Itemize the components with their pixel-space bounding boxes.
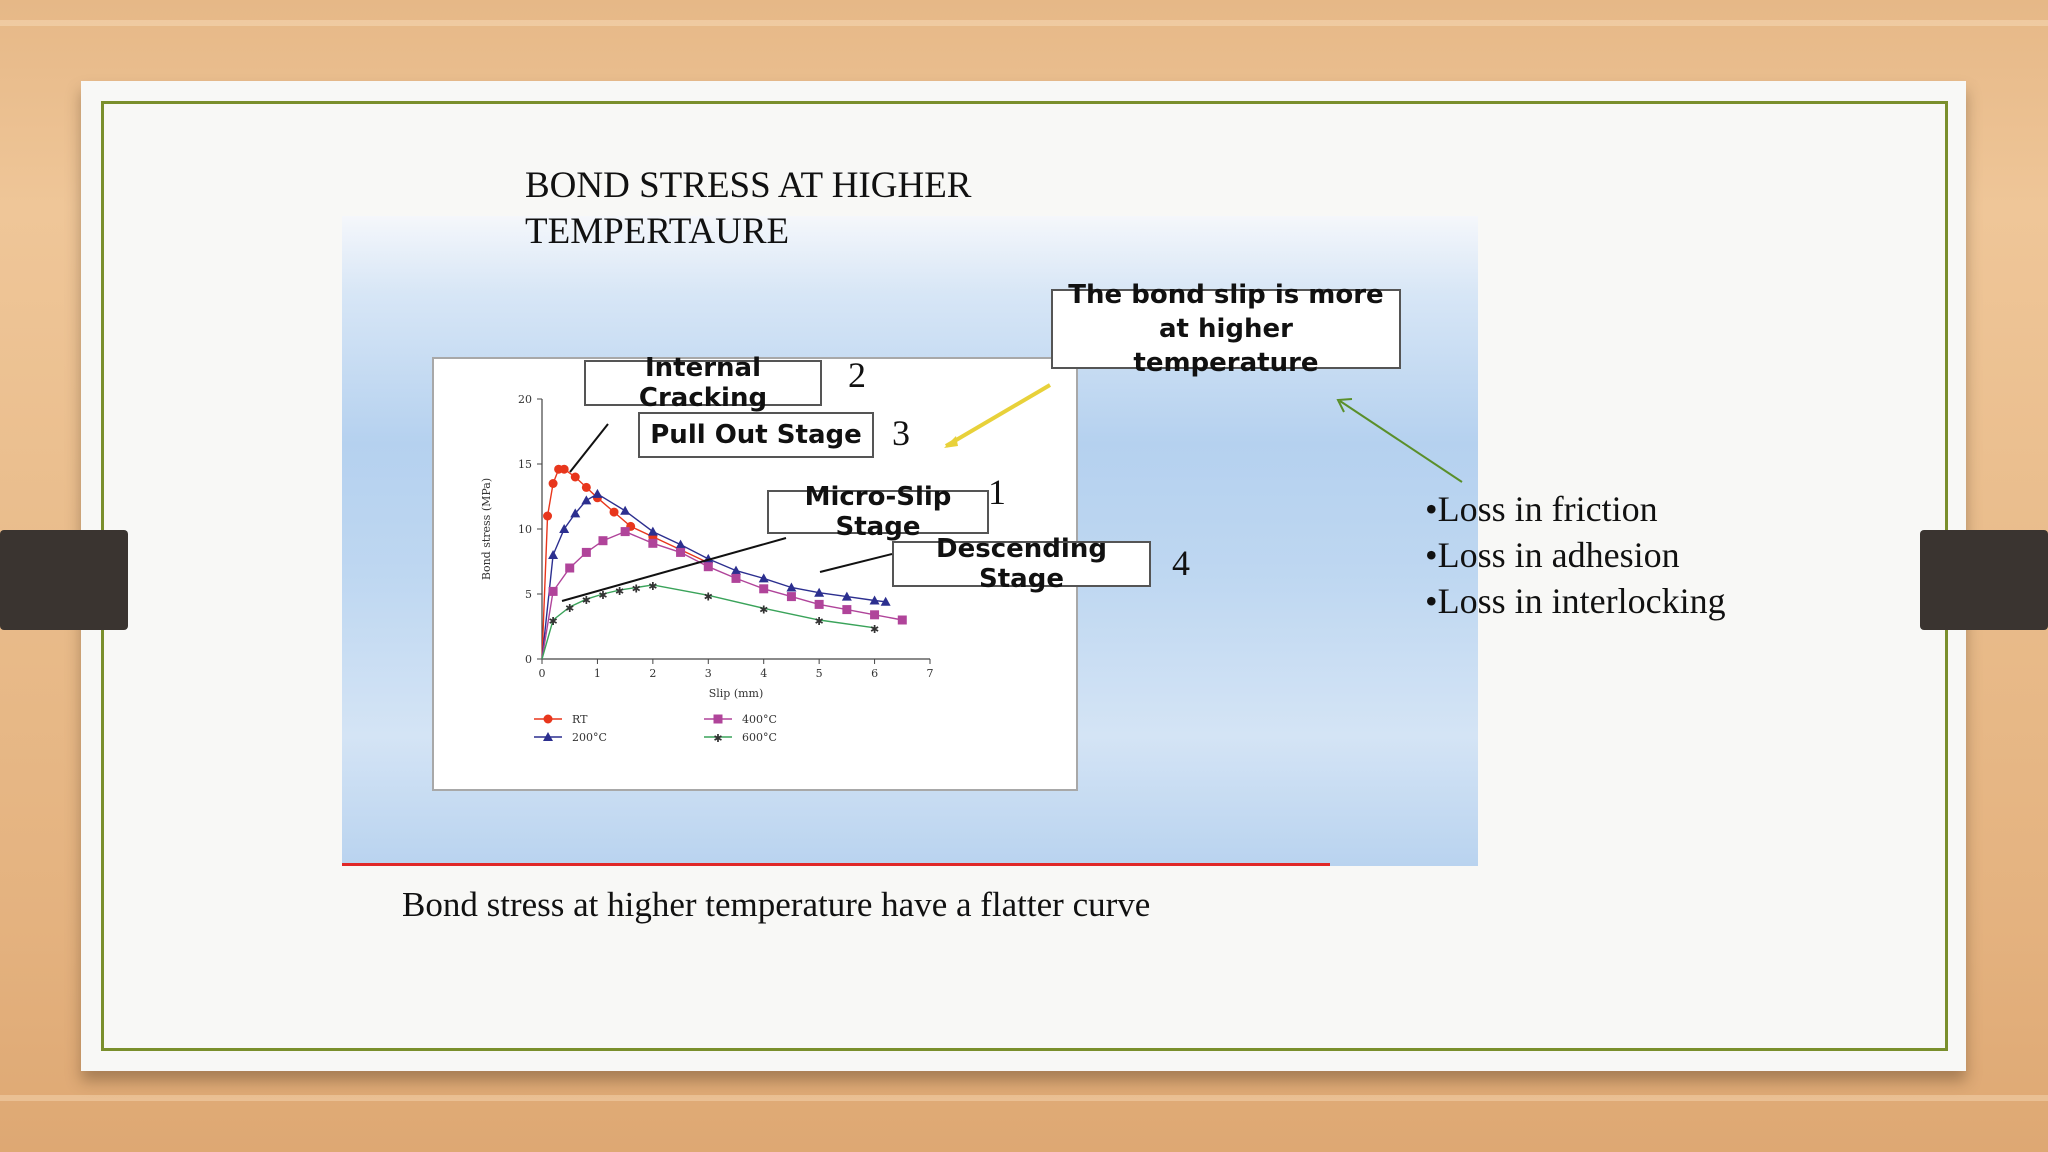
data-point-200-c xyxy=(880,596,891,606)
data-point-600-c: ✱ xyxy=(632,583,641,596)
data-point-200-c xyxy=(869,595,880,605)
data-point-600-c: ✱ xyxy=(870,623,879,636)
y-axis-label: Bond stress (MPa) xyxy=(480,478,493,580)
data-point-400-c xyxy=(581,547,591,557)
data-point-400-c xyxy=(759,584,769,594)
callout-pull-out-text: Pull Out Stage xyxy=(650,420,862,450)
data-point-600-c: ✱ xyxy=(598,589,607,602)
data-point-rt xyxy=(548,479,558,488)
x-tick-label: 4 xyxy=(760,667,767,680)
data-point-600-c: ✱ xyxy=(759,603,768,616)
data-point-400-c xyxy=(548,586,558,596)
data-point-400-c xyxy=(565,563,575,573)
callout-bond-slip-note: The bond slip is more at higher temperat… xyxy=(1051,280,1401,378)
legend-marker-200-c xyxy=(543,732,553,741)
data-point-400-c xyxy=(870,610,880,620)
data-point-600-c: ✱ xyxy=(582,594,591,607)
bullet-item: •Loss in friction xyxy=(1425,489,1658,529)
data-point-200-c xyxy=(581,495,592,505)
data-point-600-c: ✱ xyxy=(565,602,574,615)
data-point-400-c xyxy=(620,527,630,537)
callout-pull-out-stage: Pull Out Stage xyxy=(638,412,874,458)
data-point-400-c xyxy=(897,615,907,625)
data-point-200-c xyxy=(647,526,658,536)
slide-caption: Bond stress at higher temperature have a… xyxy=(402,885,1151,924)
data-point-rt xyxy=(609,507,619,517)
x-tick-label: 5 xyxy=(816,667,823,680)
data-point-200-c xyxy=(620,505,631,515)
binder-clip-left xyxy=(0,530,128,630)
data-point-400-c xyxy=(676,547,686,557)
data-point-200-c xyxy=(559,524,570,533)
x-tick-label: 7 xyxy=(927,667,934,680)
callout-bond-slip-note-text: The bond slip is more at higher temperat… xyxy=(1068,280,1384,378)
data-point-400-c xyxy=(814,599,824,609)
bullet-list: •Loss in friction •Loss in adhesion •Los… xyxy=(1425,486,1726,624)
callout-descending-stage: Descending Stage xyxy=(892,534,1151,594)
callout-descending-text: Descending Stage xyxy=(936,534,1107,594)
callout-internal-cracking-text: Internal Cracking xyxy=(638,353,768,413)
data-point-600-c: ✱ xyxy=(815,615,824,628)
stage-number-2: 2 xyxy=(848,355,866,395)
data-point-200-c xyxy=(592,488,603,498)
x-axis-label: Slip (mm) xyxy=(709,687,764,700)
x-tick-label: 1 xyxy=(594,667,601,680)
bullet-item: •Loss in interlocking xyxy=(1425,581,1726,621)
y-tick-label: 0 xyxy=(525,653,532,666)
slide-title: BOND STRESS AT HIGHER TEMPERTAURE xyxy=(525,165,972,252)
data-point-400-c xyxy=(703,562,713,572)
legend-label-600-c: 600°C xyxy=(742,731,777,744)
data-point-600-c: ✱ xyxy=(704,590,713,603)
data-point-200-c xyxy=(703,553,714,563)
data-point-600-c: ✱ xyxy=(548,615,557,628)
data-point-200-c xyxy=(814,587,825,597)
y-tick-label: 5 xyxy=(525,588,532,601)
data-point-rt xyxy=(570,472,580,482)
callout-micro-slip-text: Micro-Slip Stage xyxy=(804,482,952,542)
legend-marker-600-c: ✱ xyxy=(713,732,722,745)
x-tick-label: 3 xyxy=(705,667,712,680)
callout-internal-cracking: Internal Cracking xyxy=(584,353,822,413)
data-point-600-c: ✱ xyxy=(648,580,657,593)
x-tick-label: 6 xyxy=(871,667,878,680)
legend-label-400-c: 400°C xyxy=(742,713,777,726)
stage-number-4: 4 xyxy=(1172,543,1190,583)
legend-marker-rt xyxy=(543,714,553,724)
data-point-200-c xyxy=(675,539,686,549)
data-point-200-c xyxy=(731,565,741,575)
x-tick-label: 2 xyxy=(649,667,656,680)
y-tick-label: 20 xyxy=(518,393,532,406)
bullet-item: •Loss in adhesion xyxy=(1425,535,1680,575)
data-point-200-c xyxy=(786,582,797,592)
underline-red xyxy=(342,863,1330,866)
legend-marker-400-c xyxy=(713,714,723,724)
data-point-400-c xyxy=(786,592,796,602)
stage-number-3: 3 xyxy=(892,413,910,453)
stage-number-1: 1 xyxy=(988,472,1006,512)
data-point-rt xyxy=(543,511,553,521)
legend-label-rt: RT xyxy=(572,713,588,726)
callout-micro-slip-stage: Micro-Slip Stage xyxy=(767,482,989,542)
x-tick-label: 0 xyxy=(539,667,546,680)
data-point-200-c xyxy=(841,591,852,601)
y-tick-label: 10 xyxy=(518,523,532,536)
legend-label-200-c: 200°C xyxy=(572,731,607,744)
data-point-200-c xyxy=(570,508,581,518)
data-point-400-c xyxy=(842,605,852,615)
data-point-rt xyxy=(581,482,591,492)
data-point-400-c xyxy=(648,538,658,548)
data-point-400-c xyxy=(598,536,608,546)
data-point-200-c xyxy=(548,550,559,559)
data-point-600-c: ✱ xyxy=(615,585,624,598)
binder-clip-right xyxy=(1920,530,2048,630)
data-point-400-c xyxy=(731,573,741,583)
y-tick-label: 15 xyxy=(518,458,532,471)
data-point-rt xyxy=(559,464,569,474)
